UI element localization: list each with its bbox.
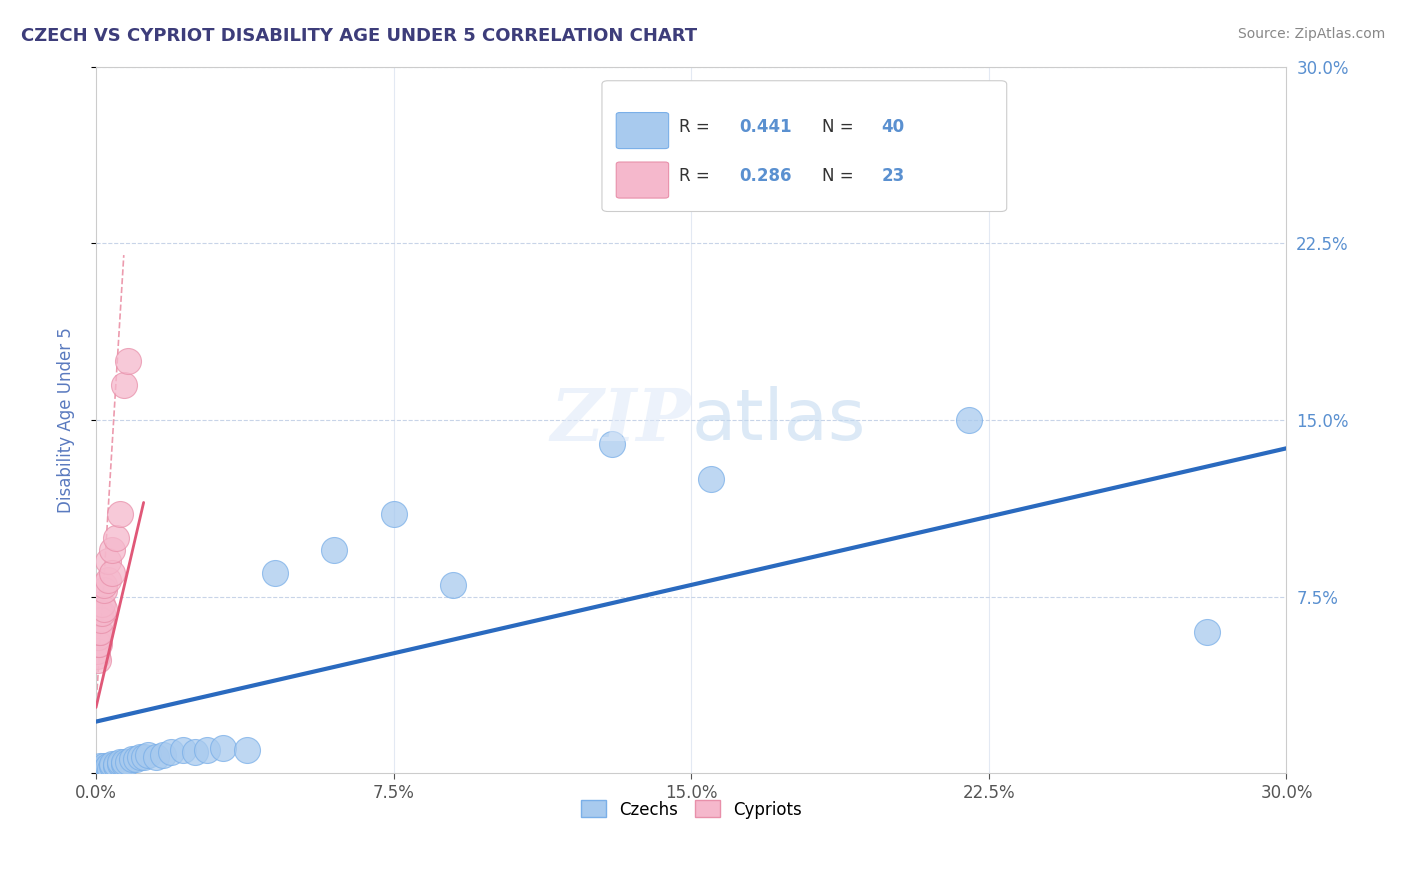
- Point: [89, 625, 111, 640]
- Point: [101, 759, 124, 773]
- Text: R =: R =: [679, 118, 716, 136]
- Point: [700, 472, 723, 486]
- Point: [136, 747, 159, 762]
- Point: [93, 601, 115, 615]
- Point: [212, 740, 235, 755]
- Point: [1197, 625, 1219, 640]
- Point: [160, 745, 183, 759]
- Text: ZIP: ZIP: [550, 384, 692, 456]
- Legend: Czechs, Cypriots: Czechs, Cypriots: [574, 794, 808, 825]
- Point: [108, 508, 131, 522]
- Point: [86, 653, 108, 667]
- Point: [121, 752, 143, 766]
- Point: [125, 752, 148, 766]
- Point: [172, 743, 194, 757]
- Point: [94, 762, 117, 776]
- Text: CZECH VS CYPRIOT DISABILITY AGE UNDER 5 CORRELATION CHART: CZECH VS CYPRIOT DISABILITY AGE UNDER 5 …: [21, 27, 697, 45]
- Point: [97, 573, 120, 587]
- Point: [89, 762, 111, 776]
- Point: [236, 743, 259, 757]
- Point: [323, 542, 346, 557]
- Point: [93, 578, 115, 592]
- Point: [89, 606, 111, 620]
- Point: [132, 750, 155, 764]
- Point: [91, 762, 114, 776]
- Point: [93, 582, 115, 597]
- Text: N =: N =: [823, 167, 859, 186]
- Point: [87, 637, 110, 651]
- Point: [600, 436, 623, 450]
- Text: 23: 23: [882, 167, 905, 186]
- Point: [108, 755, 131, 769]
- Text: Source: ZipAtlas.com: Source: ZipAtlas.com: [1237, 27, 1385, 41]
- FancyBboxPatch shape: [602, 81, 1007, 211]
- Point: [101, 757, 124, 772]
- Point: [86, 648, 108, 663]
- Text: 0.286: 0.286: [740, 167, 792, 186]
- Point: [104, 759, 127, 773]
- Point: [86, 644, 108, 658]
- Point: [91, 597, 114, 611]
- Point: [87, 637, 110, 651]
- Point: [97, 762, 120, 776]
- Point: [87, 764, 110, 778]
- Point: [112, 757, 135, 772]
- Text: atlas: atlas: [692, 385, 866, 455]
- Point: [97, 759, 120, 773]
- Point: [184, 745, 207, 759]
- Point: [87, 630, 110, 644]
- Point: [117, 755, 139, 769]
- Point: [90, 613, 112, 627]
- Point: [104, 757, 127, 772]
- Point: [112, 377, 135, 392]
- Point: [97, 554, 120, 568]
- Point: [104, 531, 127, 545]
- Point: [112, 755, 135, 769]
- Point: [91, 606, 114, 620]
- Text: 40: 40: [882, 118, 905, 136]
- Point: [89, 625, 111, 640]
- Y-axis label: Disability Age Under 5: Disability Age Under 5: [58, 327, 75, 513]
- Text: R =: R =: [679, 167, 716, 186]
- Point: [89, 759, 111, 773]
- Point: [263, 566, 285, 581]
- Point: [152, 747, 174, 762]
- Point: [957, 413, 980, 427]
- Point: [98, 762, 121, 776]
- FancyBboxPatch shape: [616, 112, 669, 149]
- Point: [101, 566, 124, 581]
- FancyBboxPatch shape: [616, 162, 669, 198]
- Point: [117, 354, 139, 368]
- Point: [195, 743, 218, 757]
- Point: [382, 508, 405, 522]
- Point: [93, 759, 115, 773]
- Point: [128, 750, 150, 764]
- Point: [93, 764, 115, 778]
- Point: [101, 542, 124, 557]
- Text: N =: N =: [823, 118, 859, 136]
- Text: 0.441: 0.441: [740, 118, 792, 136]
- Point: [145, 750, 167, 764]
- Point: [108, 757, 131, 772]
- Point: [441, 578, 464, 592]
